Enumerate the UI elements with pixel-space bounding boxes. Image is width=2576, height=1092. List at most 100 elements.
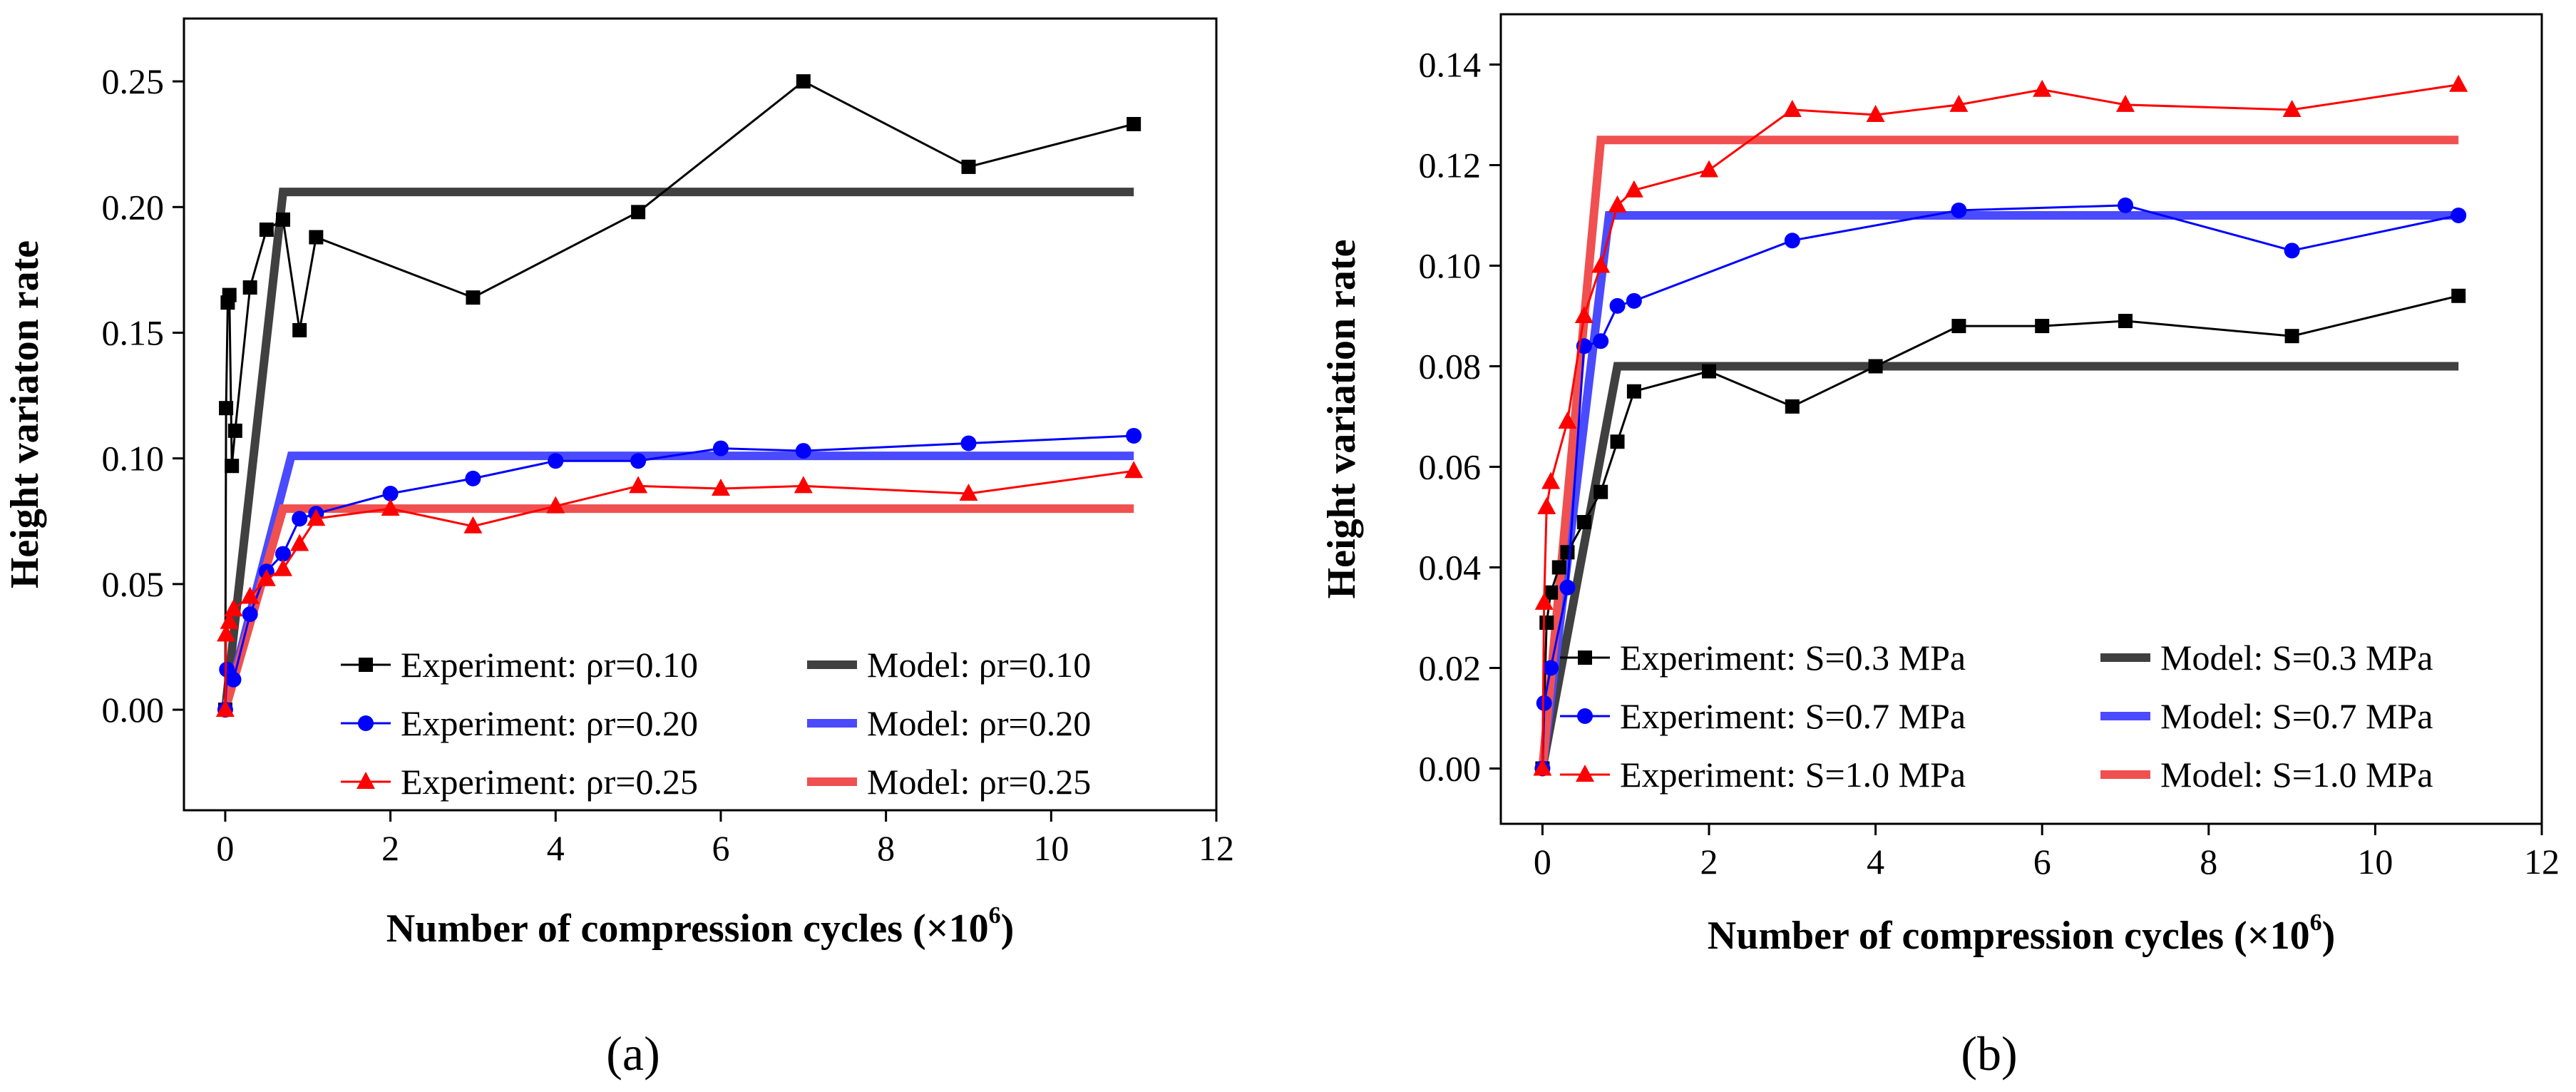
x-tick-label: 6 — [712, 828, 729, 868]
data-point — [225, 459, 240, 474]
data-point — [1124, 461, 1144, 479]
series-1 — [1538, 362, 2459, 770]
model-line — [1538, 362, 2459, 770]
data-point — [546, 496, 565, 514]
y-tick-label: 0.02 — [1419, 648, 1482, 688]
data-point — [2284, 243, 2300, 259]
data-point — [242, 606, 258, 623]
x-axis-title: Number of compression cycles (×106) — [1708, 909, 2336, 958]
data-point — [1558, 412, 1577, 429]
data-point — [309, 230, 324, 245]
data-point — [2118, 197, 2133, 213]
data-point — [712, 440, 729, 456]
data-point — [1574, 305, 1594, 323]
data-point — [1610, 434, 1625, 449]
data-point — [1626, 384, 1641, 399]
data-point — [227, 423, 242, 438]
data-point — [219, 401, 234, 416]
data-point — [307, 509, 326, 526]
legend-marker — [359, 658, 373, 672]
data-point — [1784, 233, 1800, 249]
data-point — [1624, 180, 1643, 198]
x-axis-title-superscript: 6 — [2310, 909, 2322, 936]
legend-label: Experiment: S=1.0 MPa — [1620, 755, 1966, 795]
series-0 — [1535, 288, 2466, 776]
data-point — [1608, 195, 1627, 213]
data-point — [2033, 79, 2052, 97]
series-1 — [220, 188, 1134, 710]
data-point — [1700, 160, 1718, 178]
chart-panel-a: 0 2 4 6 8 10 12 0.00 0.05 0.10 0.15 0.20 0.25 Number … — [3, 17, 1234, 1081]
data-point — [1626, 292, 1642, 309]
legend: Experiment: ρr=0.10 Model: ρr=0.10 Experim… — [341, 645, 1091, 802]
data-point — [382, 486, 399, 501]
legend-label: Model: S=0.3 MPa — [2160, 638, 2433, 678]
series-2 — [217, 427, 1142, 718]
data-point — [466, 290, 481, 305]
data-point — [1539, 616, 1554, 631]
data-point — [1591, 255, 1611, 273]
legend-label: Model: S=1.0 MPa — [2160, 755, 2433, 795]
data-point — [794, 476, 813, 494]
data-point — [630, 453, 647, 469]
model-line — [220, 188, 1134, 710]
data-point — [1785, 399, 1800, 414]
data-point — [1782, 99, 1802, 117]
data-point — [1951, 202, 1967, 218]
data-point — [242, 280, 257, 295]
x-tick-label: 10 — [1033, 828, 1069, 868]
x-tick-label: 0 — [1534, 842, 1551, 882]
series-5 — [221, 504, 1134, 711]
legend-label: Experiment: ρr=0.25 — [401, 762, 698, 802]
data-point — [961, 159, 976, 174]
data-point — [225, 671, 242, 688]
data-point — [1541, 471, 1561, 489]
y-axis-title: Height variaton rate — [3, 240, 47, 588]
data-point — [217, 624, 236, 642]
legend-label: Model: S=0.7 MPa — [2160, 696, 2433, 736]
y-tick-label: 0.14 — [1419, 44, 1482, 84]
plot-frame — [183, 17, 1218, 812]
y-tick-label: 0.05 — [102, 564, 165, 604]
model-line — [1538, 211, 2459, 770]
data-point — [381, 499, 400, 516]
data-point — [463, 516, 483, 534]
y-tick-label: 0.08 — [1419, 346, 1482, 386]
legend-label: Experiment: S=0.7 MPa — [1620, 696, 1966, 736]
plot-frame — [1499, 13, 2543, 825]
data-point — [1543, 660, 1559, 676]
experiment-line — [224, 434, 1134, 710]
legend-label: Model: ρr=0.20 — [867, 703, 1091, 743]
data-point — [629, 476, 648, 494]
y-tick-label: 0.10 — [102, 439, 165, 479]
y-tick-label: 0.20 — [102, 187, 165, 227]
x-tick-label: 12 — [2524, 842, 2560, 882]
legend-marker — [1576, 765, 1594, 782]
y-tick-label: 0.00 — [102, 690, 165, 730]
data-point — [1544, 585, 1559, 600]
data-point — [257, 568, 276, 586]
legend-label: Model: ρr=0.10 — [867, 645, 1091, 685]
model-line — [221, 504, 1134, 711]
data-point — [215, 700, 235, 718]
x-tick-label: 0 — [216, 828, 234, 868]
x-axis-title: Number of compression cycles (×106) — [386, 902, 1015, 951]
data-point — [1949, 94, 1969, 112]
x-tick-label: 4 — [1867, 842, 1884, 882]
data-point — [1868, 359, 1883, 374]
data-point — [276, 212, 291, 227]
data-point — [292, 511, 308, 527]
data-point — [274, 558, 293, 576]
series-4 — [1533, 74, 2468, 776]
data-point — [711, 478, 730, 496]
data-point — [224, 599, 243, 617]
panel-label: (a) — [606, 1026, 660, 1081]
data-point — [465, 470, 481, 486]
data-point — [1127, 117, 1141, 131]
data-point — [220, 611, 239, 629]
x-tick-label: 8 — [877, 828, 895, 868]
data-point — [1559, 579, 1576, 596]
data-point — [2035, 319, 2050, 334]
data-point — [1702, 364, 1716, 379]
